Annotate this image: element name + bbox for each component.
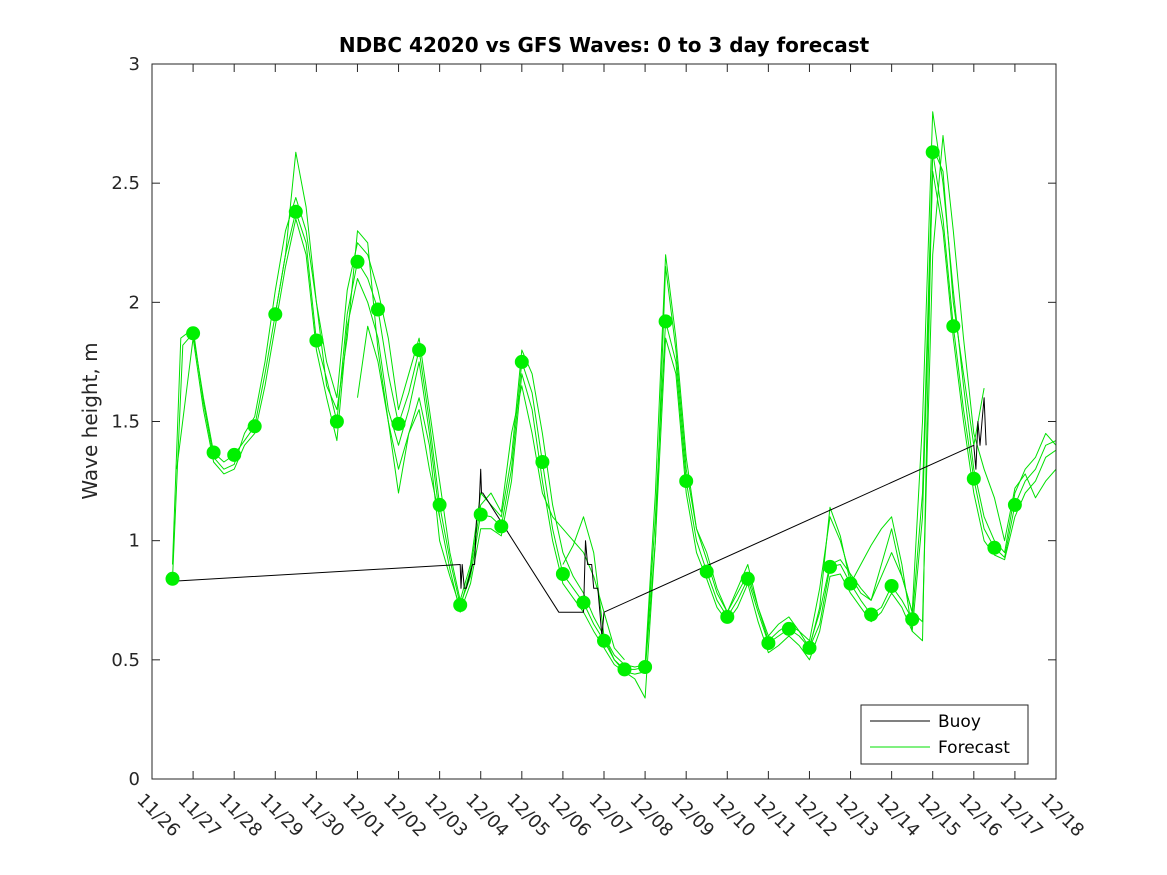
forecast-marker	[514, 354, 529, 369]
forecast-marker	[740, 571, 755, 586]
forecast-marker	[720, 609, 735, 624]
forecast-marker	[371, 302, 385, 317]
forecast-marker	[350, 254, 365, 269]
forecast-marker	[473, 507, 488, 522]
forecast-marker	[165, 571, 180, 586]
forecast-marker	[884, 579, 899, 593]
forecast-marker	[781, 621, 796, 636]
forecast-marker	[925, 145, 940, 160]
forecast-marker	[268, 307, 283, 322]
forecast-marker	[679, 474, 694, 489]
series-line-forecast	[274, 151, 441, 517]
y-tick-label: 1	[129, 531, 140, 552]
y-tick-label: 2.5	[111, 173, 140, 194]
forecast-marker	[432, 497, 447, 512]
plot-area	[152, 64, 1056, 779]
forecast-marker	[699, 564, 714, 579]
series-line-forecast	[562, 146, 985, 699]
series-line-forecast	[809, 135, 1056, 646]
y-tick-label: 0	[129, 769, 140, 790]
y-tick-label: 0.5	[111, 650, 140, 671]
legend-label-forecast: Forecast	[938, 738, 1010, 758]
forecast-marker	[658, 314, 673, 329]
forecast-marker	[288, 204, 303, 219]
forecast-marker	[864, 607, 879, 622]
forecast-marker	[946, 319, 961, 334]
forecast-marker	[905, 612, 920, 627]
y-tick-label: 3	[129, 54, 140, 75]
forecast-marker	[617, 662, 632, 677]
legend-box	[860, 704, 1029, 765]
forecast-marker	[247, 419, 262, 434]
chart-title: NDBC 42020 vs GFS Waves: 0 to 3 day fore…	[339, 33, 870, 57]
forecast-marker	[761, 636, 776, 651]
forecast-marker	[843, 576, 858, 591]
forecast-marker	[802, 640, 817, 655]
series-line-buoy	[172, 397, 987, 637]
forecast-marker	[576, 595, 591, 610]
forecast-marker	[1007, 497, 1022, 512]
forecast-marker	[329, 414, 344, 429]
forecast-marker	[555, 567, 570, 581]
forecast-marker	[391, 416, 406, 431]
forecast-marker	[453, 598, 468, 612]
forecast-marker	[227, 447, 242, 462]
forecast-marker	[206, 445, 221, 460]
forecast-marker	[494, 519, 509, 534]
forecast-marker	[823, 559, 837, 574]
y-tick-label: 2	[129, 292, 140, 313]
legend: Buoy Forecast	[860, 704, 1029, 765]
forecast-marker	[309, 333, 324, 348]
forecast-marker	[966, 471, 981, 486]
forecast-marker	[987, 540, 1002, 555]
forecast-marker	[535, 455, 550, 469]
forecast-marker	[412, 343, 427, 357]
y-axis-label: Wave height, m	[78, 342, 102, 499]
marker-layer	[165, 145, 1022, 677]
forecast-marker	[186, 326, 201, 341]
axes-box	[151, 63, 1057, 780]
series-line-forecast	[357, 325, 625, 661]
y-tick-label: 1.5	[111, 412, 140, 433]
legend-label-buoy: Buoy	[938, 712, 981, 732]
forecast-marker	[638, 660, 653, 674]
forecast-marker	[597, 633, 611, 648]
